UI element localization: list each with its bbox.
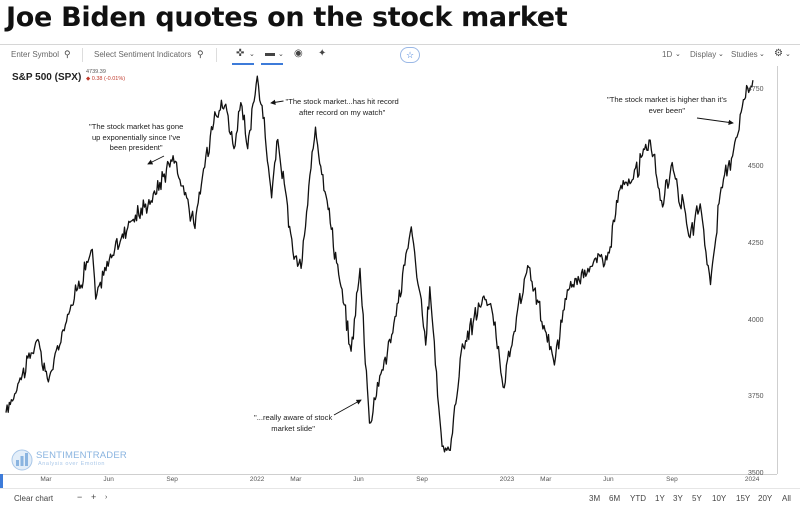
search-icon[interactable]: ⚲ — [197, 49, 204, 59]
pin-icon[interactable]: ✦ — [318, 48, 327, 59]
brand-logo-icon — [11, 449, 33, 471]
star-icon[interactable]: ☆ — [400, 47, 420, 63]
x-tick-label: 2024 — [744, 476, 760, 483]
price-change: ◆ 0.38 (-0.01%) — [86, 76, 126, 82]
zoom-out-button[interactable]: − — [77, 492, 83, 502]
ann-higher: "The stock market is higher than it's ev… — [607, 95, 727, 115]
x-tick-label: Jun — [353, 476, 364, 483]
range-button-20y[interactable]: 20Y — [758, 494, 773, 503]
y-tick-label: 4500 — [748, 163, 764, 171]
range-button-5y[interactable]: 5Y — [692, 494, 702, 503]
active-tool-indicator — [261, 63, 283, 65]
chevron-down-icon[interactable]: ⌄ — [718, 51, 724, 58]
scroll-right-icon[interactable]: › — [105, 494, 108, 501]
chart-frame — [0, 44, 800, 508]
range-button-6m[interactable]: 6M — [609, 494, 621, 503]
display-menu[interactable]: Display — [690, 50, 717, 59]
chevron-down-icon[interactable]: ⌄ — [249, 51, 255, 58]
ann-slide: "...really aware of stock market slide" — [254, 413, 333, 433]
chevron-down-icon[interactable]: ⌄ — [675, 51, 681, 58]
clear-chart-button[interactable]: Clear chart — [14, 494, 54, 503]
y-tick-label: 4750 — [748, 86, 764, 94]
y-tick-label: 4000 — [748, 316, 764, 324]
ann-exponential: "The stock market has gone up exponentia… — [89, 122, 184, 152]
brand-name: SENTIMENTRADER — [36, 450, 127, 461]
time-scrollbar-handle[interactable] — [0, 474, 3, 488]
x-tick-label: Mar — [40, 476, 52, 483]
x-tick-label: 2022 — [249, 476, 265, 483]
range-button-3m[interactable]: 3M — [589, 494, 601, 503]
toolbar: Enter Symbol ⚲ Select Sentiment Indicato… — [0, 44, 800, 66]
chevron-down-icon[interactable]: ⌄ — [759, 51, 765, 58]
eye-icon[interactable]: ◉ — [294, 48, 303, 59]
crosshair-icon[interactable]: ✜ — [236, 48, 245, 59]
y-tick-label: 3750 — [748, 393, 764, 401]
x-tick-label: Mar — [540, 476, 552, 483]
plot-border-bottom — [0, 474, 777, 475]
x-tick-label: Jun — [103, 476, 114, 483]
zoom-in-button[interactable]: + — [91, 492, 97, 502]
toolbar-divider — [82, 48, 83, 62]
ann-record: "The stock market...has hit record after… — [285, 97, 399, 117]
x-tick-label: Mar — [290, 476, 302, 483]
interval-select[interactable]: 1D — [662, 50, 673, 59]
headline: Joe Biden quotes on the stock market — [6, 2, 568, 33]
active-tool-indicator — [232, 63, 254, 65]
x-tick-label: 2023 — [499, 476, 515, 483]
bottom-bar: Clear chart − + › 3M 6M YTD 1Y 3Y 5Y 10Y 15Y 20Y… — [0, 488, 800, 508]
gear-icon[interactable]: ⚙ — [774, 48, 783, 59]
symbol-legend: S&P 500 (SPX) — [12, 72, 82, 83]
range-button-3y[interactable]: 3Y — [673, 494, 683, 503]
x-tick-label: Sep — [666, 476, 678, 483]
x-tick-label: Sep — [166, 476, 178, 483]
y-tick-label: 4250 — [748, 239, 764, 247]
range-button-15y[interactable]: 15Y — [736, 494, 751, 503]
toolbar-divider — [216, 48, 217, 62]
chart-type-icon[interactable]: ▬ — [265, 48, 275, 59]
brand-tagline: Analysis over Emotion — [38, 461, 106, 467]
symbol-input[interactable]: Enter Symbol — [11, 50, 60, 59]
chevron-down-icon[interactable]: ⌄ — [785, 51, 791, 58]
studies-menu[interactable]: Studies — [731, 50, 758, 59]
range-button-all[interactable]: All — [782, 494, 791, 503]
x-tick-label: Sep — [416, 476, 428, 483]
x-tick-label: Jun — [603, 476, 614, 483]
range-button-ytd[interactable]: YTD — [630, 494, 646, 503]
range-button-10y[interactable]: 10Y — [712, 494, 727, 503]
sentiment-indicators-input[interactable]: Select Sentiment Indicators — [94, 50, 192, 59]
plot-border-right — [777, 66, 778, 474]
price-change-value: 0.38 (-0.01%) — [91, 76, 126, 82]
search-icon[interactable]: ⚲ — [64, 49, 71, 59]
last-price: 4739.39 — [86, 69, 106, 75]
range-button-1y[interactable]: 1Y — [655, 494, 665, 503]
chevron-down-icon[interactable]: ⌄ — [278, 51, 284, 58]
y-tick-label: 3500 — [748, 470, 764, 477]
